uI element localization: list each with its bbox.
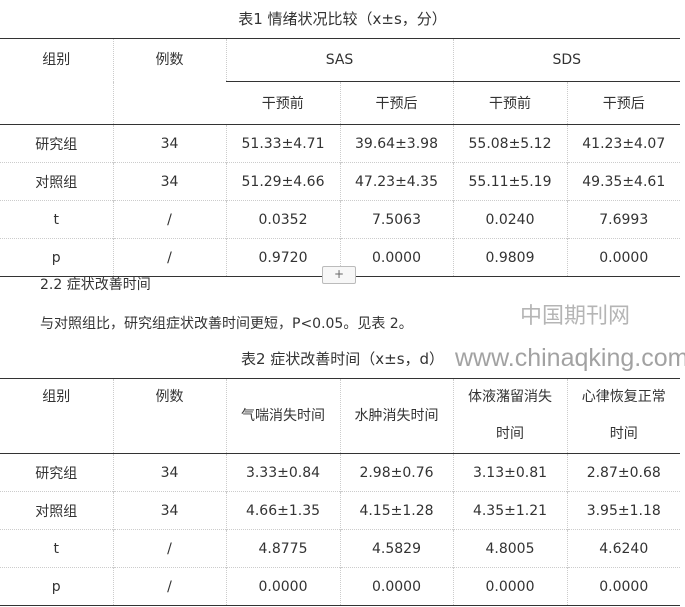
section-heading: 2.2 症状改善时间 — [40, 277, 151, 293]
table-cell: 34 — [112, 124, 226, 163]
table-cell: 51.29±4.66 — [225, 162, 340, 201]
table-cell: / — [112, 238, 226, 277]
table-row: t /4.8775 4.5829 4.8005 4.6240 — [0, 529, 680, 568]
paragraph: 与对照组比，研究组症状改善时间更短，P<0.05。见表 2。 — [40, 316, 413, 332]
watermark-url: www.chinaqking.com — [455, 344, 685, 372]
table-cell: 41.23±4.07 — [566, 124, 680, 163]
table-cell: 研究组 — [35, 136, 78, 153]
table-cell: 0.9809 — [452, 238, 567, 277]
table-cell: 34 — [112, 491, 226, 530]
table-cell: 51.33±4.71 — [225, 124, 340, 163]
table-row: p/0.0000 0.0000 0.0000 0.0000 — [0, 567, 680, 606]
table-cell: / — [112, 529, 226, 568]
table-cell: 55.08±5.12 — [452, 124, 567, 163]
table2-header: 体液潴留消失时间 — [452, 378, 567, 454]
table-cell: 34 — [112, 162, 226, 201]
table-cell: 0.0240 — [452, 200, 567, 239]
table-cell: p — [51, 249, 61, 266]
table-cell: 0.0000 — [566, 238, 680, 277]
table-cell: 0.0000 — [452, 567, 567, 606]
table-cell: 4.5829 — [339, 529, 453, 568]
table-cell: 4.15±1.28 — [339, 491, 453, 530]
subheader: 干预后 — [339, 81, 453, 125]
table-cell: 39.64±3.98 — [339, 124, 453, 163]
table-row: 研究组 34 51.33±4.71 39.64±3.98 55.08±5.12 41.23… — [0, 124, 680, 163]
header-sas: SAS — [225, 38, 453, 82]
table-row: p/0.9720 0.0000 0.9809 0.0000 — [0, 238, 680, 277]
table-cell: 0.9720 — [225, 238, 340, 277]
table-cell: t — [53, 540, 60, 557]
table-cell: 3.95±1.18 — [566, 491, 680, 530]
table-cell: 2.87±0.68 — [566, 453, 680, 492]
table2: 组别 例数 气喘消失时间 水肿消失时间 体液潴留消失时间 心律恢复正常时间 研究组 34 3.… — [0, 378, 680, 606]
subheader: 干预前 — [452, 81, 567, 125]
table2-header: 组别 — [42, 389, 71, 405]
table-cell: 47.23±4.35 — [339, 162, 453, 201]
table-cell: / — [112, 567, 226, 606]
table-cell: 4.8775 — [225, 529, 340, 568]
table1: 组别 例数 SAS SDS 干预前 干预后 干预前 干预后 研究组 34 51.33… — [0, 38, 680, 277]
table-cell: 4.6240 — [566, 529, 680, 568]
subheader: 干预前 — [261, 96, 304, 112]
table-row: 对照组 34 4.66±1.35 4.15±1.28 4.35±1.21 3.95±1.1… — [0, 491, 680, 530]
table-cell: 0.0000 — [225, 567, 340, 606]
table-cell: 对照组 — [35, 174, 78, 191]
add-row-button[interactable]: + — [322, 266, 356, 284]
table-cell: 0.0000 — [339, 238, 453, 277]
table-cell: / — [112, 200, 226, 239]
table-row: 研究组 34 3.33±0.84 2.98±0.76 3.13±0.81 2.87±0.6… — [0, 453, 680, 492]
table-cell: 3.13±0.81 — [452, 453, 567, 492]
table-cell: t — [53, 211, 60, 228]
table-cell: 对照组 — [35, 503, 78, 520]
table2-caption: 表2 症状改善时间（x±s，d） — [240, 350, 445, 368]
table-cell: 7.6993 — [566, 200, 680, 239]
table-cell: p — [51, 578, 61, 595]
watermark-cn: 中国期刊网 — [520, 304, 631, 329]
table-cell: 4.35±1.21 — [452, 491, 567, 530]
header-count: 例数 — [112, 38, 226, 125]
table-cell: 7.5063 — [339, 200, 453, 239]
table-cell: 49.35±4.61 — [566, 162, 680, 201]
table-cell: 2.98±0.76 — [339, 453, 453, 492]
table-cell: 0.0000 — [566, 567, 680, 606]
table-cell: 0.0352 — [225, 200, 340, 239]
table-cell: 34 — [112, 453, 226, 492]
header-sds: SDS — [452, 38, 680, 82]
table2-header: 气喘消失时间 — [225, 378, 340, 454]
table-row: t /0.0352 7.5063 0.0240 7.6993 — [0, 200, 680, 239]
header-group: 组别 — [42, 52, 71, 68]
table-cell: 3.33±0.84 — [225, 453, 340, 492]
table-cell: 研究组 — [35, 465, 78, 482]
table-cell: 4.8005 — [452, 529, 567, 568]
table2-header: 水肿消失时间 — [339, 378, 453, 454]
table-cell: 55.11±5.19 — [452, 162, 567, 201]
table2-header: 心律恢复正常时间 — [566, 378, 680, 454]
table-row: 对照组 34 51.29±4.66 47.23±4.35 55.11±5.19 49.35… — [0, 162, 680, 201]
table1-caption: 表1 情绪状况比较（x±s，分） — [238, 10, 447, 28]
table-cell: 0.0000 — [339, 567, 453, 606]
table2-header: 例数 — [112, 378, 226, 454]
subheader: 干预后 — [566, 81, 680, 125]
table-cell: 4.66±1.35 — [225, 491, 340, 530]
